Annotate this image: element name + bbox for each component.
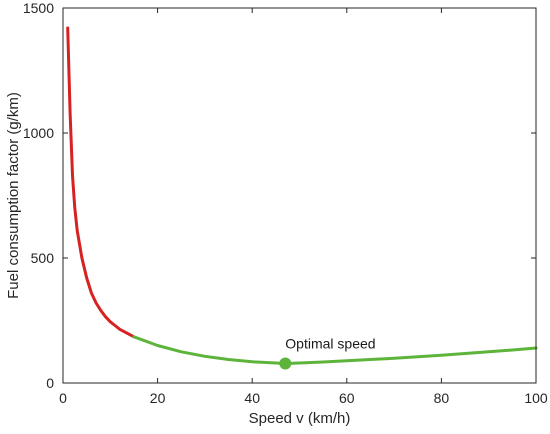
x-tick-label: 80 xyxy=(434,390,450,406)
y-tick-label: 1000 xyxy=(23,125,54,141)
series-line-2 xyxy=(132,335,538,365)
optimal-speed-marker xyxy=(279,357,292,370)
x-tick-label: 0 xyxy=(59,390,67,406)
x-tick-label: 20 xyxy=(150,390,166,406)
x-tick-label: 60 xyxy=(339,390,355,406)
y-tick-label: 0 xyxy=(46,375,54,391)
plot-background xyxy=(63,8,536,383)
series-layer xyxy=(66,26,538,365)
y-axis-label: Fuel consumption factor (g/km) xyxy=(5,92,22,299)
x-tick-label: 100 xyxy=(524,390,548,406)
x-axis-label: Speed v (km/h) xyxy=(249,410,351,427)
annotation-layer: Optimal speed xyxy=(279,336,376,370)
x-tick-label: 40 xyxy=(244,390,260,406)
y-tick-label: 1500 xyxy=(23,0,54,16)
plot-area xyxy=(63,8,536,383)
axes-box xyxy=(62,7,537,384)
series-line-1 xyxy=(66,26,136,339)
optimal-speed-label: Optimal speed xyxy=(285,336,375,352)
y-tick-label: 500 xyxy=(31,250,55,266)
